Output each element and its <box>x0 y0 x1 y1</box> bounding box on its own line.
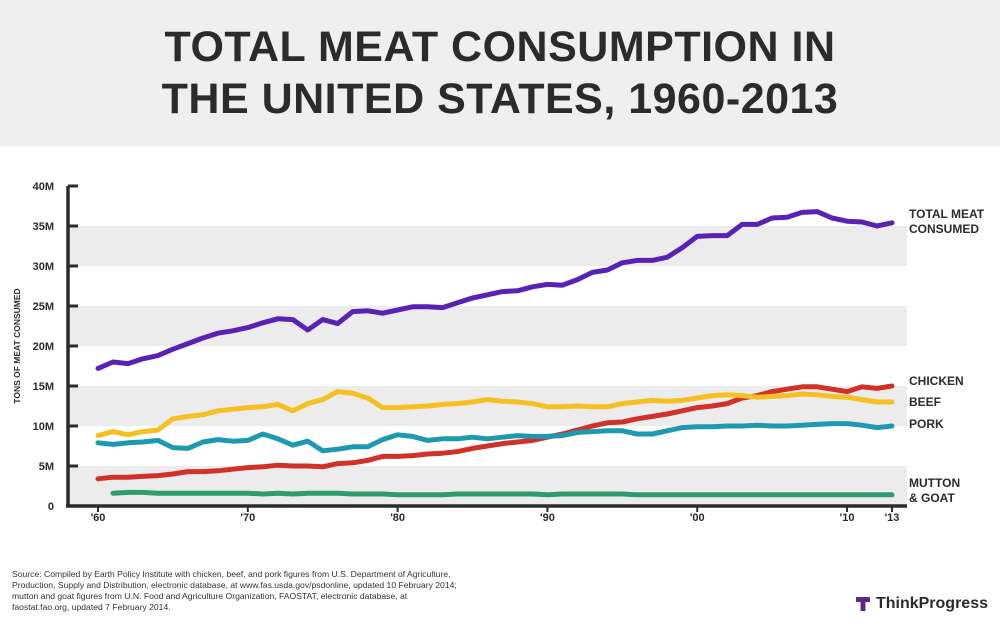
x-tick-label: '60 <box>91 512 106 524</box>
x-tick-label: '80 <box>390 512 405 524</box>
x-tick-label: '13 <box>885 512 900 524</box>
series-label: MUTTON <box>909 476 960 490</box>
x-tick-label: '90 <box>540 512 555 524</box>
grid-band <box>68 306 907 346</box>
series-line-mutton-goat <box>110 489 895 498</box>
brand-logo: ThinkProgress <box>855 595 988 613</box>
series-label: CHICKEN <box>909 374 964 388</box>
series-label: CONSUMED <box>909 222 979 236</box>
title-line-2: THE UNITED STATES, 1960-2013 <box>161 75 839 123</box>
series-line-beef <box>95 389 895 439</box>
title-banner: TOTAL MEAT CONSUMPTION IN THE UNITED STA… <box>0 0 1000 146</box>
y-tick-label: 30M <box>33 261 54 273</box>
title-line-1: TOTAL MEAT CONSUMPTION IN <box>164 23 836 71</box>
thinkprogress-logo-icon <box>855 597 870 611</box>
grid-band <box>68 226 907 266</box>
y-tick-label: 0 <box>48 501 54 513</box>
y-tick-label: 20M <box>33 341 54 353</box>
brand-name: ThinkProgress <box>875 595 988 612</box>
series-line-total-meat-consumed <box>95 209 895 371</box>
series-label: BEEF <box>909 395 941 409</box>
y-axis-label: TONS OF MEAT CONSUMED <box>12 288 22 403</box>
series-label: & GOAT <box>909 491 955 505</box>
y-tick-label: 35M <box>33 221 54 233</box>
x-tick-label: '00 <box>690 512 705 524</box>
series-line-pork <box>95 421 895 454</box>
y-tick-label: 15M <box>33 381 54 393</box>
y-tick-label: 25M <box>33 301 54 313</box>
y-tick-label: 10M <box>33 421 54 433</box>
page-title: TOTAL MEAT CONSUMPTION IN THE UNITED STA… <box>120 21 880 125</box>
y-tick-label: 5M <box>39 461 54 473</box>
line-chart: 0 5M 10M 15M 20M 25M 30M 35M 40M TONS OF MEAT CON… <box>12 181 985 524</box>
x-tick-label: '10 <box>840 512 855 524</box>
series-label: TOTAL MEAT <box>909 207 985 221</box>
x-tick-label: '70 <box>240 512 255 524</box>
y-tick-label: 40M <box>33 181 54 193</box>
source-note: Source: Compiled by Earth Policy Institu… <box>12 569 457 612</box>
series-label: PORK <box>909 417 944 431</box>
